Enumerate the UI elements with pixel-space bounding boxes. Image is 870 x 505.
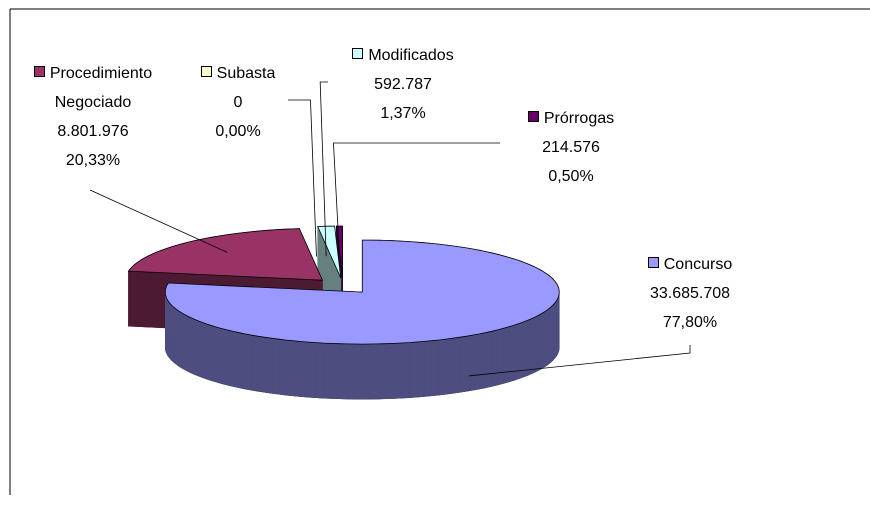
slice-side	[346, 343, 356, 400]
slice-side	[308, 341, 317, 398]
slice-side	[286, 339, 294, 397]
legend-swatch	[527, 111, 539, 122]
legend-swatch	[200, 66, 212, 77]
value-label: 0	[233, 94, 243, 111]
data-label: Procedimiento Negociado 8.801.976 20,33%	[8, 59, 178, 175]
slice-side	[535, 314, 540, 373]
data-label: Prórrogas 214.576 0,50%	[496, 104, 646, 191]
value-label: 20,33%	[65, 152, 121, 169]
value-label: 0,50%	[548, 168, 594, 185]
slice-side	[377, 343, 387, 400]
legend-label: Modificados	[368, 47, 454, 64]
value-label: 77,80%	[662, 314, 718, 331]
leader-line	[319, 81, 328, 257]
slice-side	[466, 334, 474, 392]
value-label: 33.685.708	[649, 285, 731, 302]
value-label: 592.787	[374, 76, 432, 93]
slice-side	[502, 326, 509, 384]
slice-side	[452, 336, 461, 394]
slice-side	[508, 324, 514, 383]
legend-swatch	[647, 257, 659, 268]
slice-side	[416, 341, 425, 398]
slice-side	[513, 323, 519, 381]
slice-group	[164, 239, 560, 400]
slice-side	[401, 342, 410, 399]
slice-side	[550, 304, 554, 363]
value-label: 0,00%	[215, 123, 261, 140]
slice-side	[472, 333, 480, 391]
slice-side	[264, 336, 273, 394]
slice-side	[522, 319, 528, 378]
slice-side	[354, 343, 363, 400]
slice-side	[542, 310, 546, 369]
leader-line	[89, 189, 228, 253]
slice-side	[538, 312, 543, 371]
slice-side	[300, 341, 309, 398]
slice-side	[485, 330, 493, 388]
leader-line	[288, 99, 317, 257]
slice-side	[315, 342, 325, 399]
slice-side	[338, 343, 348, 400]
slice-side	[527, 318, 532, 376]
data-label: Concurso 33.685.708 77,80%	[620, 250, 760, 337]
slice-side	[251, 334, 259, 392]
data-label: Subasta 0 0,00%	[178, 59, 298, 146]
legend-swatch	[352, 48, 364, 59]
slice-side	[362, 343, 371, 400]
legend-label: Procedimiento Negociado	[49, 65, 153, 111]
slice-side	[423, 340, 432, 397]
slice-side	[459, 335, 467, 393]
slice-side	[385, 343, 395, 400]
slice	[127, 228, 324, 281]
slice-side	[479, 332, 487, 390]
slice-side	[547, 306, 551, 365]
value-label: 8.801.976	[57, 123, 129, 140]
slice-side	[491, 329, 498, 387]
slice-side	[131, 264, 135, 323]
slice-side	[545, 308, 549, 367]
slice-side	[258, 335, 266, 393]
slice-side	[271, 337, 280, 395]
legend-label: Subasta	[216, 65, 276, 82]
slice-side	[431, 339, 440, 397]
leader-line	[468, 345, 691, 377]
legend-swatch	[33, 66, 45, 77]
slice-side	[245, 333, 253, 391]
slice-side	[370, 343, 379, 400]
legend-label: Concurso	[663, 256, 733, 273]
slice	[317, 225, 342, 279]
slice-side	[408, 341, 417, 398]
slice	[164, 239, 560, 345]
slice-side	[531, 316, 536, 375]
slice-side	[438, 338, 447, 396]
slice-side	[331, 343, 340, 400]
value-label: 214.576	[542, 139, 600, 156]
slice-side	[323, 342, 332, 399]
slice-side	[293, 340, 302, 397]
value-label: 1,37%	[380, 105, 426, 122]
legend-label: Prórrogas	[543, 110, 615, 127]
leader-line	[333, 142, 500, 257]
slice-side	[445, 337, 454, 395]
slice-side	[278, 338, 287, 396]
slice-side	[497, 328, 504, 386]
slice-side	[393, 342, 402, 399]
data-label: Modificados 592.787 1,37%	[328, 41, 478, 128]
